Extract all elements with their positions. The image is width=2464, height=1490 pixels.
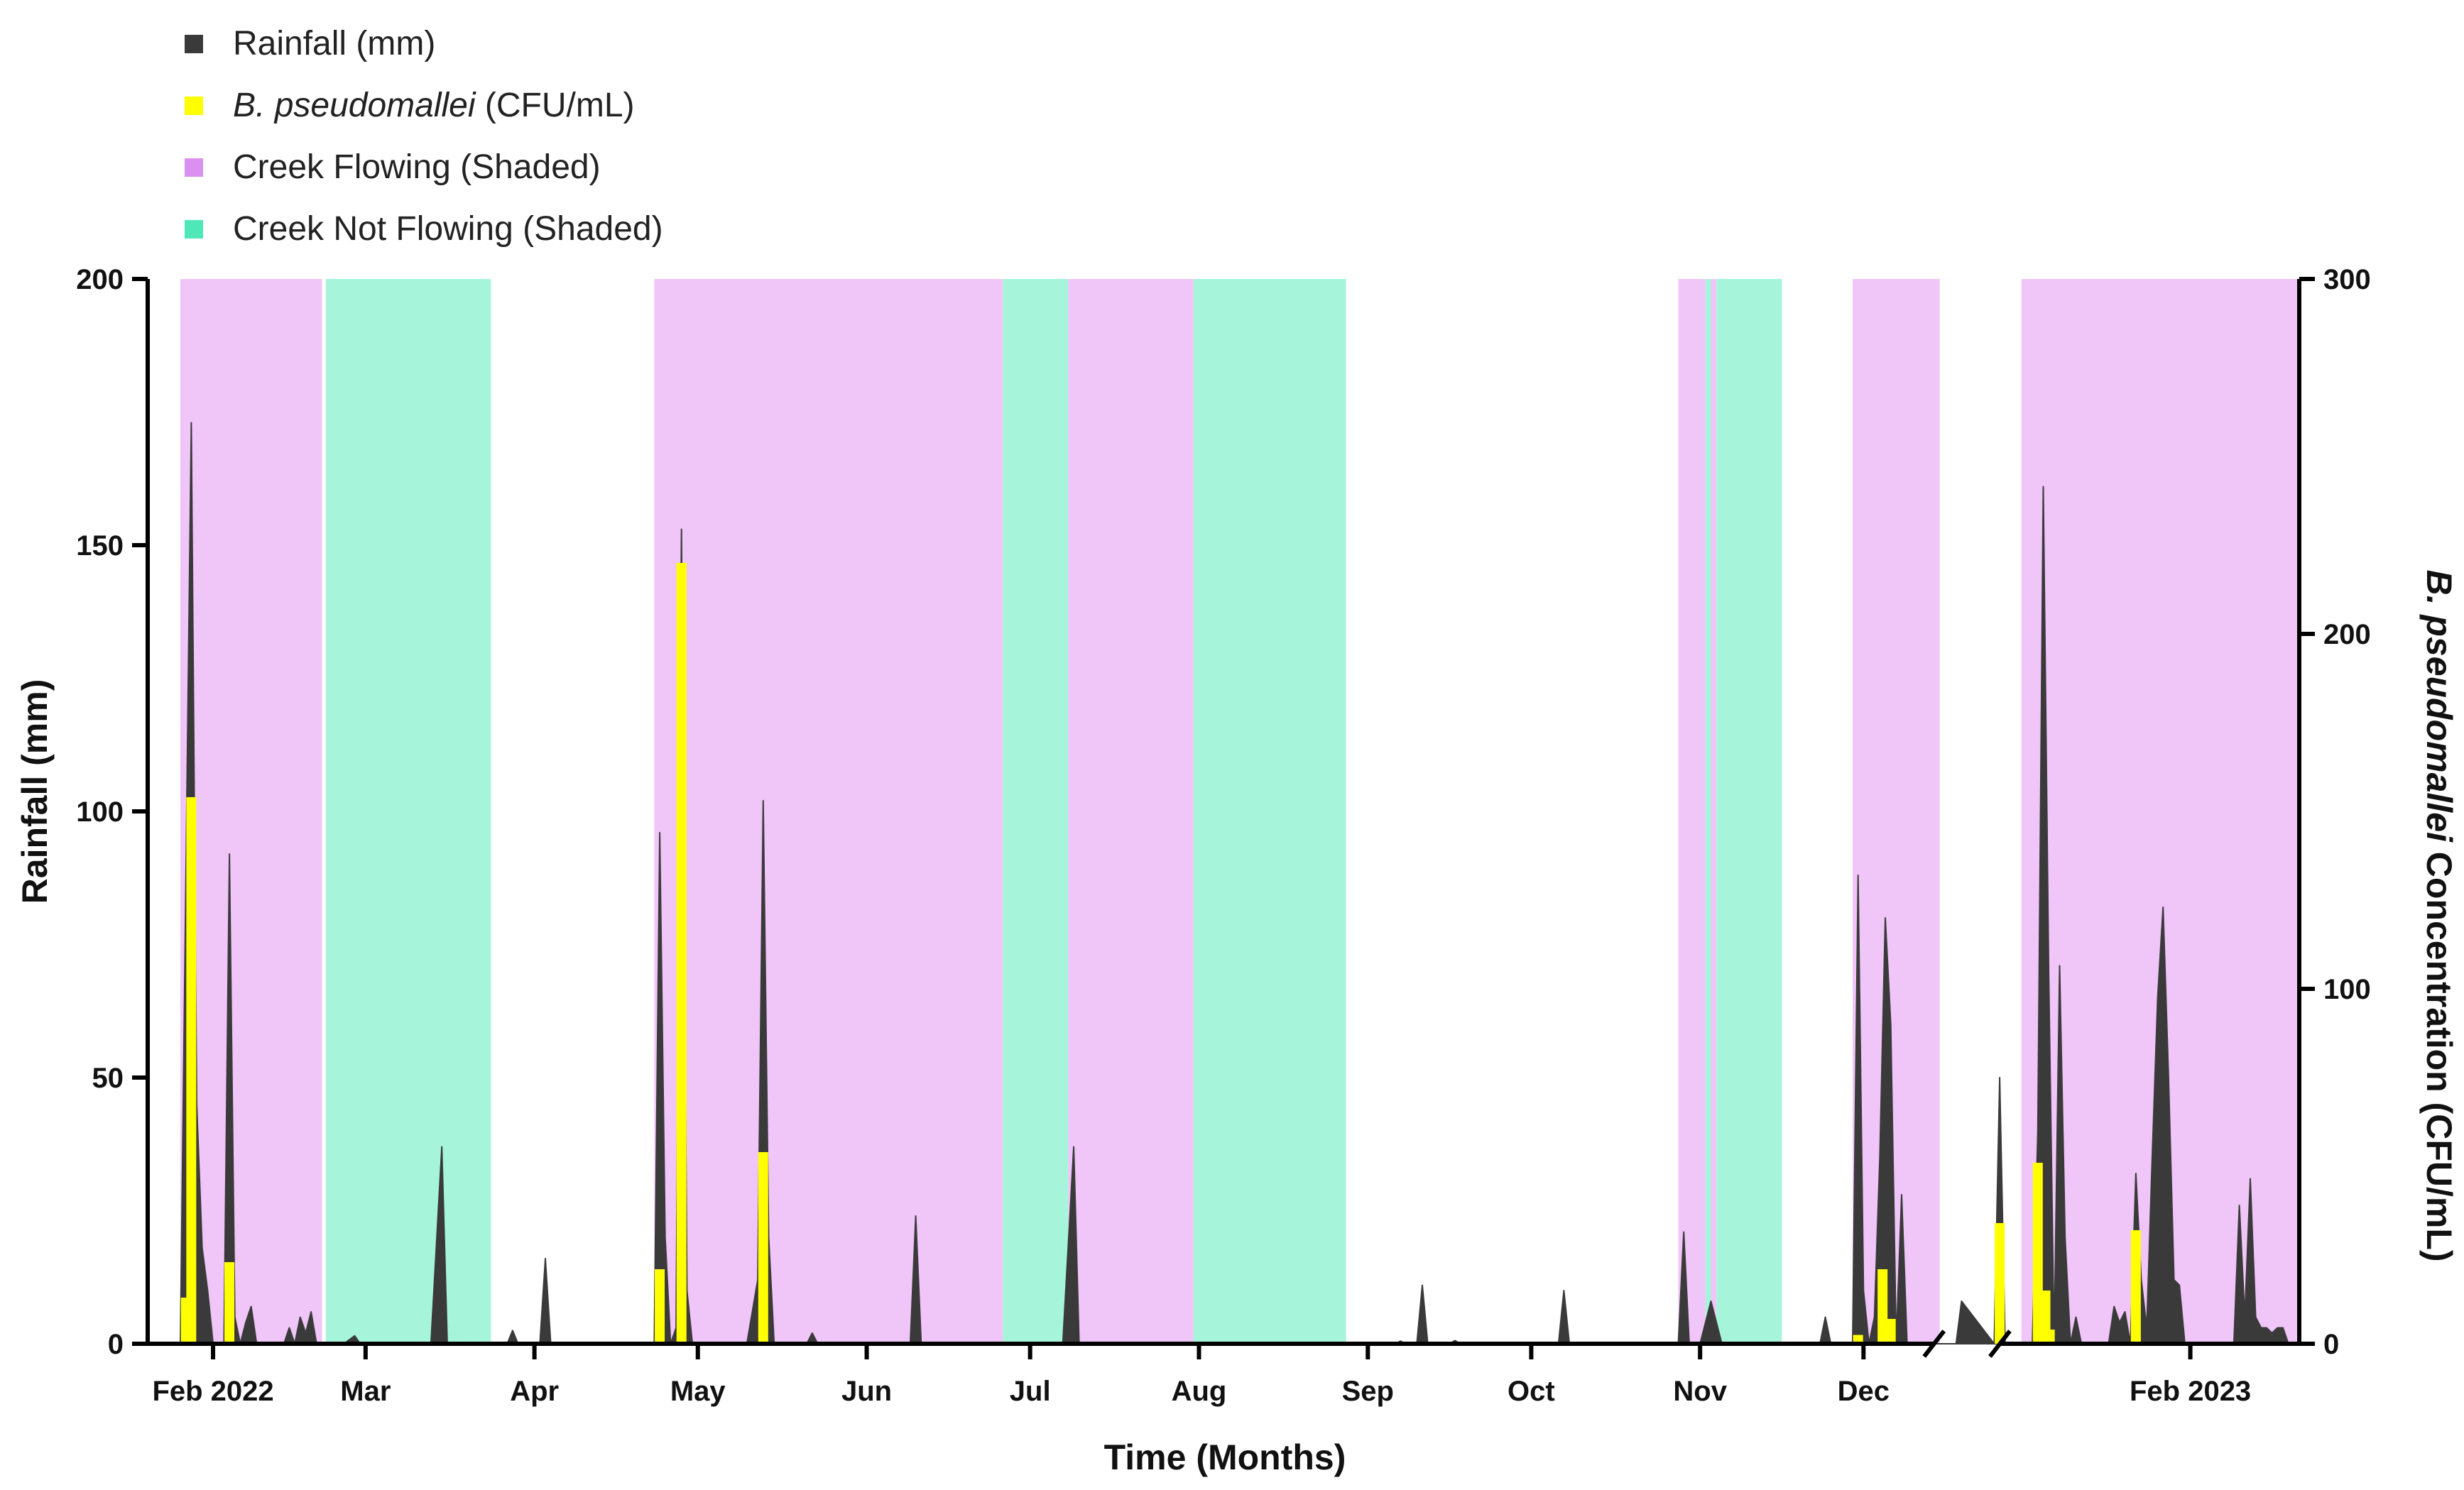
x-tick-label: Aug xyxy=(1172,1376,1227,1407)
bacteria-bar xyxy=(1877,1269,1888,1344)
bacteria-bar xyxy=(2130,1230,2141,1344)
x-tick-label: Apr xyxy=(510,1376,559,1407)
y-axis-left-title: Rainfall (mm) xyxy=(15,679,55,904)
creek-period-flowing xyxy=(1068,279,1194,1344)
creek-period-flowing xyxy=(654,279,1003,1344)
x-axis-title: Time (Months) xyxy=(1104,1437,1346,1477)
creek-period-flowing xyxy=(180,279,322,1344)
axes-layer: 0 50 100 150 200 0 100 200 300 Feb 2022 Mar Apr May J… xyxy=(76,264,2371,1407)
y-right-tick-label: 100 xyxy=(2323,974,2371,1005)
x-tick-label: Oct xyxy=(1508,1376,1555,1407)
bacteria-bar xyxy=(655,1269,665,1344)
legend-swatch xyxy=(185,219,203,239)
y-right-tick-label: 300 xyxy=(2323,264,2371,295)
y-left-tick-label: 0 xyxy=(108,1329,124,1360)
bacteria-bar-layer xyxy=(180,563,2141,1344)
creek-period-not-flowing xyxy=(325,279,491,1344)
x-tick-label: Jul xyxy=(1010,1376,1051,1407)
x-tick-label: Sep xyxy=(1342,1376,1394,1407)
bacteria-bar xyxy=(1995,1223,2005,1344)
x-tick-label: Jun xyxy=(841,1376,892,1407)
legend-swatch xyxy=(185,96,203,115)
legend-swatch xyxy=(185,34,203,53)
x-tick-label: Feb 2023 xyxy=(2130,1376,2251,1407)
creek-period-flowing xyxy=(1711,279,1717,1344)
bacteria-bar xyxy=(2032,1163,2043,1344)
creek-period-not-flowing xyxy=(1705,279,1711,1344)
legend-item: Creek Flowing (Shaded) xyxy=(185,136,663,198)
y-axis-right-title-rest: Concentration (CFU/mL) xyxy=(2419,842,2459,1262)
legend-label: Creek Not Flowing (Shaded) xyxy=(233,210,663,248)
bacteria-bar xyxy=(2044,1330,2055,1344)
x-tick-label: May xyxy=(670,1376,726,1407)
bacteria-bar xyxy=(676,563,687,1344)
y-axis-right-title: B. pseudomallei Concentration (CFU/mL) xyxy=(2419,569,2459,1261)
axis-break-gap xyxy=(1939,279,1995,1344)
creek-period-flowing xyxy=(1678,279,1706,1344)
legend-swatch xyxy=(185,158,203,177)
legend-label: Creek Flowing (Shaded) xyxy=(233,148,601,186)
bacteria-bar xyxy=(1885,1319,1896,1344)
y-right-tick-label: 200 xyxy=(2323,619,2371,650)
bacteria-bar xyxy=(1853,1335,1863,1344)
y-left-tick-label: 50 xyxy=(92,1063,124,1094)
axis-break-mark xyxy=(1922,1330,1946,1358)
y-axis-right-title-species: B. pseudomallei xyxy=(2419,569,2459,843)
x-tick-label: Dec xyxy=(1838,1376,1890,1407)
y-left-tick-label: 200 xyxy=(76,264,124,295)
y-left-tick-label: 100 xyxy=(76,796,124,828)
creek-period-not-flowing xyxy=(1193,279,1346,1344)
creek-period-not-flowing xyxy=(1716,279,1782,1344)
legend-label: B. pseudomallei (CFU/mL) xyxy=(233,87,635,124)
legend-item: Creek Not Flowing (Shaded) xyxy=(185,198,663,260)
creek-period-not-flowing xyxy=(1003,279,1069,1344)
legend-item: B. pseudomallei (CFU/mL) xyxy=(185,75,663,136)
legend-item: Rainfall (mm) xyxy=(185,13,663,75)
x-tick-label: Feb 2022 xyxy=(152,1376,273,1407)
bacteria-bar xyxy=(186,797,197,1344)
axis-break-mark xyxy=(1988,1330,2012,1358)
y-right-tick-label: 0 xyxy=(2323,1329,2339,1360)
x-tick-label: Mar xyxy=(340,1376,391,1407)
legend: Rainfall (mm) B. pseudomallei (CFU/mL) Cre… xyxy=(185,13,663,260)
creek-shading-layer xyxy=(180,279,2299,1344)
x-tick-label: Nov xyxy=(1673,1376,1727,1407)
bacteria-bar xyxy=(224,1262,235,1344)
bacteria-bar xyxy=(758,1152,768,1344)
legend-label: Rainfall (mm) xyxy=(233,25,436,62)
y-left-tick-label: 150 xyxy=(76,530,124,562)
